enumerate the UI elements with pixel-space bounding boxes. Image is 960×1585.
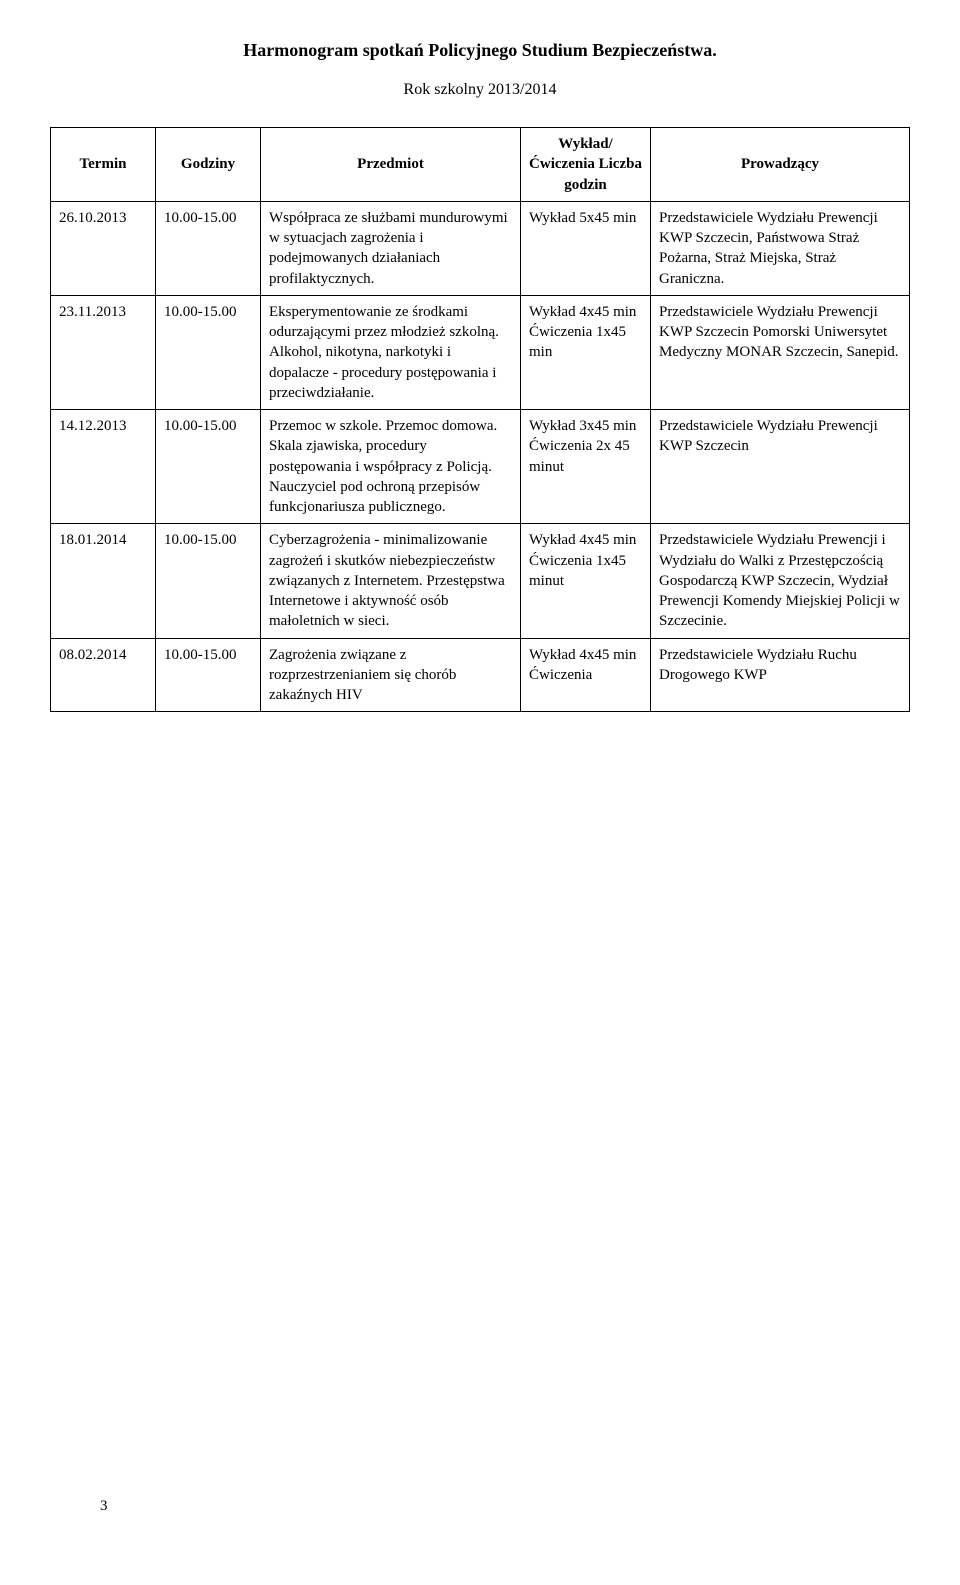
header-termin: Termin [51, 128, 156, 202]
table-header-row: Termin Godziny Przedmiot Wykład/ Ćwiczen… [51, 128, 910, 202]
header-godziny: Godziny [156, 128, 261, 202]
page-subtitle: Rok szkolny 2013/2014 [50, 81, 910, 99]
page-number: 3 [100, 1498, 108, 1515]
table-row: 26.10.2013 10.00-15.00 Współpraca ze słu… [51, 201, 910, 295]
schedule-table: Termin Godziny Przedmiot Wykład/ Ćwiczen… [50, 127, 910, 712]
cell-przedmiot: Cyberzagrożenia - minimalizowanie zagroż… [261, 524, 521, 638]
cell-godziny: 10.00-15.00 [156, 638, 261, 712]
cell-godziny: 10.00-15.00 [156, 201, 261, 295]
header-wyklad: Wykład/ Ćwiczenia Liczba godzin [521, 128, 651, 202]
cell-termin: 26.10.2013 [51, 201, 156, 295]
header-przedmiot: Przedmiot [261, 128, 521, 202]
cell-termin: 14.12.2013 [51, 410, 156, 524]
cell-wyklad: Wykład 4x45 min Ćwiczenia 1x45 min [521, 295, 651, 409]
cell-termin: 08.02.2014 [51, 638, 156, 712]
cell-wyklad: Wykład 3x45 min Ćwiczenia 2x 45 minut [521, 410, 651, 524]
cell-termin: 23.11.2013 [51, 295, 156, 409]
cell-przedmiot: Przemoc w szkole. Przemoc domowa. Skala … [261, 410, 521, 524]
cell-godziny: 10.00-15.00 [156, 295, 261, 409]
cell-godziny: 10.00-15.00 [156, 410, 261, 524]
cell-wyklad: Wykład 4x45 min Ćwiczenia 1x45 minut [521, 524, 651, 638]
table-row: 23.11.2013 10.00-15.00 Eksperymentowanie… [51, 295, 910, 409]
table-row: 18.01.2014 10.00-15.00 Cyberzagrożenia -… [51, 524, 910, 638]
page-title: Harmonogram spotkań Policyjnego Studium … [50, 40, 910, 61]
cell-przedmiot: Współpraca ze służbami mundurowymi w syt… [261, 201, 521, 295]
cell-prowadzacy: Przedstawiciele Wydziału Prewencji i Wyd… [651, 524, 910, 638]
cell-prowadzacy: Przedstawiciele Wydziału Ruchu Drogowego… [651, 638, 910, 712]
cell-prowadzacy: Przedstawiciele Wydziału Prewencji KWP S… [651, 410, 910, 524]
cell-prowadzacy: Przedstawiciele Wydziału Prewencji KWP S… [651, 201, 910, 295]
table-row: 08.02.2014 10.00-15.00 Zagrożenia związa… [51, 638, 910, 712]
cell-termin: 18.01.2014 [51, 524, 156, 638]
cell-prowadzacy: Przedstawiciele Wydziału Prewencji KWP S… [651, 295, 910, 409]
cell-przedmiot: Zagrożenia związane z rozprzestrzenianie… [261, 638, 521, 712]
cell-godziny: 10.00-15.00 [156, 524, 261, 638]
header-prowadzacy: Prowadzący [651, 128, 910, 202]
table-row: 14.12.2013 10.00-15.00 Przemoc w szkole.… [51, 410, 910, 524]
cell-wyklad: Wykład 4x45 min Ćwiczenia [521, 638, 651, 712]
cell-przedmiot: Eksperymentowanie ze środkami odurzający… [261, 295, 521, 409]
cell-wyklad: Wykład 5x45 min [521, 201, 651, 295]
